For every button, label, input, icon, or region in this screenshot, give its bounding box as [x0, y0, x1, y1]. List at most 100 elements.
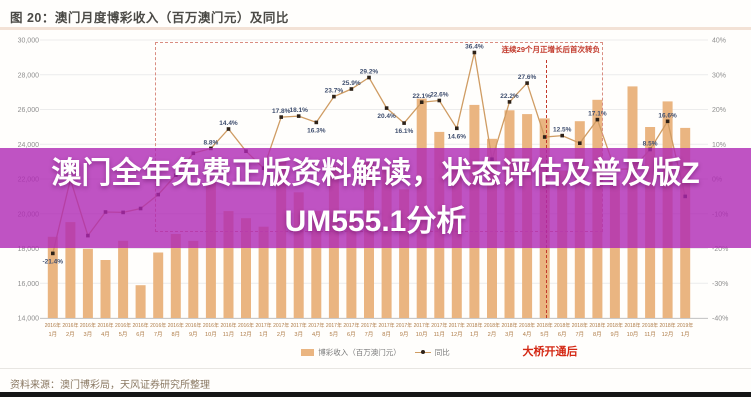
- page-bottom-bar: [0, 392, 751, 397]
- svg-text:2016年: 2016年: [220, 322, 236, 329]
- svg-text:18.1%: 18.1%: [289, 107, 308, 114]
- svg-text:2017年: 2017年: [414, 322, 430, 329]
- svg-text:2018年: 2018年: [642, 322, 658, 329]
- svg-text:7月: 7月: [575, 331, 584, 338]
- svg-text:27.6%: 27.6%: [518, 74, 537, 81]
- svg-text:6月: 6月: [136, 331, 145, 338]
- svg-text:2016年: 2016年: [203, 322, 219, 329]
- svg-text:20%: 20%: [712, 107, 726, 114]
- svg-text:17.1%: 17.1%: [588, 111, 607, 118]
- svg-text:10月: 10月: [627, 331, 639, 338]
- svg-text:2016年: 2016年: [185, 322, 201, 329]
- svg-text:2018年: 2018年: [572, 322, 588, 329]
- growth-streak-annotation: 连续29个月正增长后首次转负: [501, 45, 600, 54]
- svg-text:2017年: 2017年: [326, 322, 342, 329]
- svg-text:28,000: 28,000: [18, 72, 40, 79]
- svg-text:2017年: 2017年: [343, 322, 359, 329]
- svg-text:2017年: 2017年: [361, 322, 377, 329]
- svg-text:29.2%: 29.2%: [360, 69, 379, 76]
- svg-text:8月: 8月: [382, 331, 391, 338]
- svg-text:2018年: 2018年: [607, 322, 623, 329]
- svg-text:2018年: 2018年: [537, 322, 553, 329]
- svg-text:1月: 1月: [259, 331, 268, 338]
- svg-text:3月: 3月: [294, 331, 303, 338]
- svg-text:16.1%: 16.1%: [395, 128, 414, 135]
- svg-text:6月: 6月: [558, 331, 567, 338]
- svg-text:1月: 1月: [48, 331, 57, 338]
- source-divider: [0, 368, 751, 369]
- svg-text:2017年: 2017年: [431, 322, 447, 329]
- svg-text:16,000: 16,000: [18, 281, 40, 288]
- overlay-banner-text: 澳门全年免费正版资料解读，状态评估及普及版ZUM555.1分析: [51, 157, 700, 238]
- svg-text:12月: 12月: [662, 331, 674, 338]
- svg-text:20.4%: 20.4%: [377, 113, 396, 120]
- svg-text:22.6%: 22.6%: [430, 92, 449, 99]
- svg-text:5月: 5月: [119, 331, 128, 338]
- svg-text:2016年: 2016年: [97, 322, 113, 329]
- svg-text:14,000: 14,000: [18, 316, 40, 323]
- svg-text:8月: 8月: [171, 331, 180, 338]
- svg-text:10月: 10月: [205, 331, 217, 338]
- svg-text:2016年: 2016年: [133, 322, 149, 329]
- svg-text:2016年: 2016年: [168, 322, 184, 329]
- chart-legend: 博彩收入（百万澳门元） 同比: [0, 346, 751, 358]
- svg-text:16.6%: 16.6%: [658, 112, 677, 119]
- bar-series-swatch-icon: [301, 348, 315, 356]
- overlay-banner: 澳门全年免费正版资料解读，状态评估及普及版ZUM555.1分析: [0, 148, 751, 248]
- svg-text:2016年: 2016年: [115, 322, 131, 329]
- svg-text:25.9%: 25.9%: [342, 80, 361, 87]
- svg-text:-40%: -40%: [712, 316, 728, 323]
- svg-text:16.3%: 16.3%: [307, 127, 326, 134]
- line-series-swatch-icon: [414, 349, 431, 356]
- svg-text:12.5%: 12.5%: [553, 127, 572, 134]
- svg-text:11月: 11月: [644, 331, 655, 338]
- svg-text:2月: 2月: [277, 331, 286, 338]
- svg-text:14.6%: 14.6%: [448, 133, 467, 140]
- svg-text:2月: 2月: [66, 331, 75, 338]
- svg-text:9月: 9月: [611, 331, 620, 338]
- svg-text:2019年: 2019年: [677, 322, 693, 329]
- source-attribution: 资料来源：澳门博彩局，天风证券研究所整理: [10, 380, 210, 391]
- svg-text:4月: 4月: [523, 331, 532, 338]
- svg-text:24,000: 24,000: [18, 142, 40, 149]
- svg-text:12月: 12月: [451, 331, 463, 338]
- svg-text:7月: 7月: [365, 331, 374, 338]
- legend-label-revenue: 博彩收入（百万澳门元）: [318, 347, 401, 357]
- svg-text:30,000: 30,000: [18, 38, 40, 45]
- bridge-opened-annotation: 大桥开通后: [522, 346, 578, 358]
- svg-text:9月: 9月: [400, 331, 409, 338]
- svg-text:26,000: 26,000: [18, 107, 40, 114]
- figure-title: 图 20：澳门月度博彩收入（百万澳门元）及同比: [10, 11, 289, 25]
- svg-text:2016年: 2016年: [150, 322, 166, 329]
- svg-text:2016年: 2016年: [62, 322, 78, 329]
- svg-text:1月: 1月: [681, 331, 690, 338]
- svg-text:2017年: 2017年: [256, 322, 272, 329]
- svg-text:10%: 10%: [712, 142, 726, 149]
- svg-text:8.5%: 8.5%: [643, 141, 658, 148]
- svg-text:2018年: 2018年: [554, 322, 570, 329]
- legend-label-yoy: 同比: [434, 347, 450, 357]
- svg-text:2016年: 2016年: [238, 322, 254, 329]
- svg-text:3月: 3月: [505, 331, 514, 338]
- svg-text:2016年: 2016年: [80, 322, 96, 329]
- svg-text:11月: 11月: [223, 331, 234, 338]
- svg-text:17.8%: 17.8%: [272, 108, 291, 115]
- svg-text:40%: 40%: [712, 38, 726, 45]
- svg-text:-21.4%: -21.4%: [42, 258, 63, 265]
- svg-text:22.2%: 22.2%: [500, 93, 519, 100]
- svg-text:5月: 5月: [330, 331, 339, 338]
- svg-text:23.7%: 23.7%: [325, 88, 344, 95]
- svg-text:36.4%: 36.4%: [465, 44, 484, 51]
- legend-item-revenue: 博彩收入（百万澳门元）: [301, 347, 401, 358]
- svg-text:2017年: 2017年: [449, 322, 465, 329]
- svg-text:2017年: 2017年: [291, 322, 307, 329]
- svg-text:2018年: 2018年: [484, 322, 500, 329]
- svg-text:6月: 6月: [347, 331, 356, 338]
- svg-text:2月: 2月: [488, 331, 497, 338]
- svg-text:2018年: 2018年: [660, 322, 676, 329]
- svg-text:5月: 5月: [540, 331, 549, 338]
- svg-text:-30%: -30%: [712, 281, 728, 288]
- svg-text:1月: 1月: [470, 331, 479, 338]
- svg-text:11月: 11月: [434, 331, 445, 338]
